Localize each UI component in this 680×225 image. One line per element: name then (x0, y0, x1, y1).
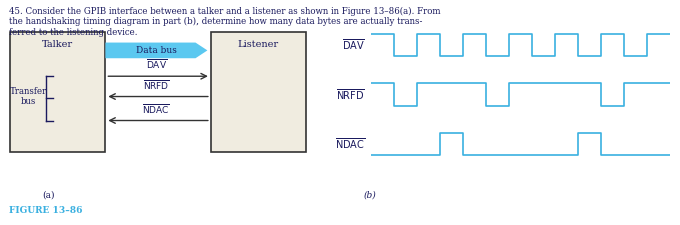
Text: $\overline{\mathrm{NRFD}}$: $\overline{\mathrm{NRFD}}$ (336, 87, 365, 102)
Text: $\overline{\mathrm{NDAC}}$: $\overline{\mathrm{NDAC}}$ (142, 102, 171, 116)
Text: $\overline{\mathrm{DAV}}$: $\overline{\mathrm{DAV}}$ (342, 38, 365, 52)
Text: FIGURE 13–86: FIGURE 13–86 (9, 206, 82, 215)
Text: Data bus: Data bus (136, 46, 177, 55)
Text: $\overline{\mathrm{DAV}}$: $\overline{\mathrm{DAV}}$ (146, 57, 167, 71)
Text: 45. Consider the GPIB interface between a talker and a listener as shown in Figu: 45. Consider the GPIB interface between … (9, 7, 441, 37)
Text: Talker: Talker (42, 40, 73, 49)
Text: (b): (b) (364, 190, 377, 199)
Text: $\overline{\mathrm{NRFD}}$: $\overline{\mathrm{NRFD}}$ (143, 78, 170, 92)
Text: (a): (a) (42, 190, 54, 199)
FancyBboxPatch shape (10, 32, 105, 152)
Text: Listener: Listener (238, 40, 279, 49)
Text: Transfer
bus: Transfer bus (10, 87, 48, 106)
FancyBboxPatch shape (211, 32, 306, 152)
Text: $\overline{\mathrm{NDAC}}$: $\overline{\mathrm{NDAC}}$ (335, 137, 365, 151)
FancyArrow shape (105, 43, 207, 58)
